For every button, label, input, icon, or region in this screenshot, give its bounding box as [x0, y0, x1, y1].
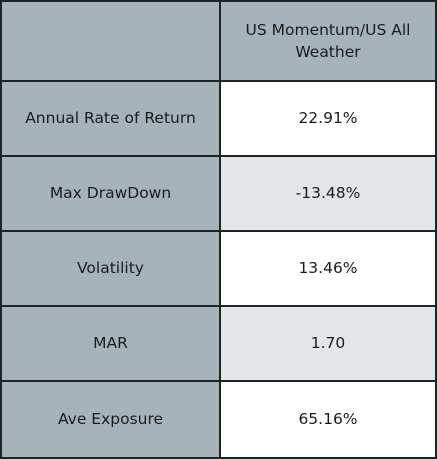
row-label-annual-return: Annual Rate of Return [0, 82, 221, 157]
row-label-volatility: Volatility [0, 232, 221, 307]
row-label-max-drawdown: Max DrawDown [0, 157, 221, 232]
table-corner-cell [0, 0, 221, 82]
row-label-mar: MAR [0, 307, 221, 382]
value-volatility: 13.46% [221, 232, 437, 307]
value-max-drawdown: -13.48% [221, 157, 437, 232]
value-ave-exposure: 65.16% [221, 382, 437, 459]
row-label-ave-exposure: Ave Exposure [0, 382, 221, 459]
column-header-strategy: US Momentum/US All Weather [221, 0, 437, 82]
value-annual-return: 22.91% [221, 82, 437, 157]
value-mar: 1.70 [221, 307, 437, 382]
